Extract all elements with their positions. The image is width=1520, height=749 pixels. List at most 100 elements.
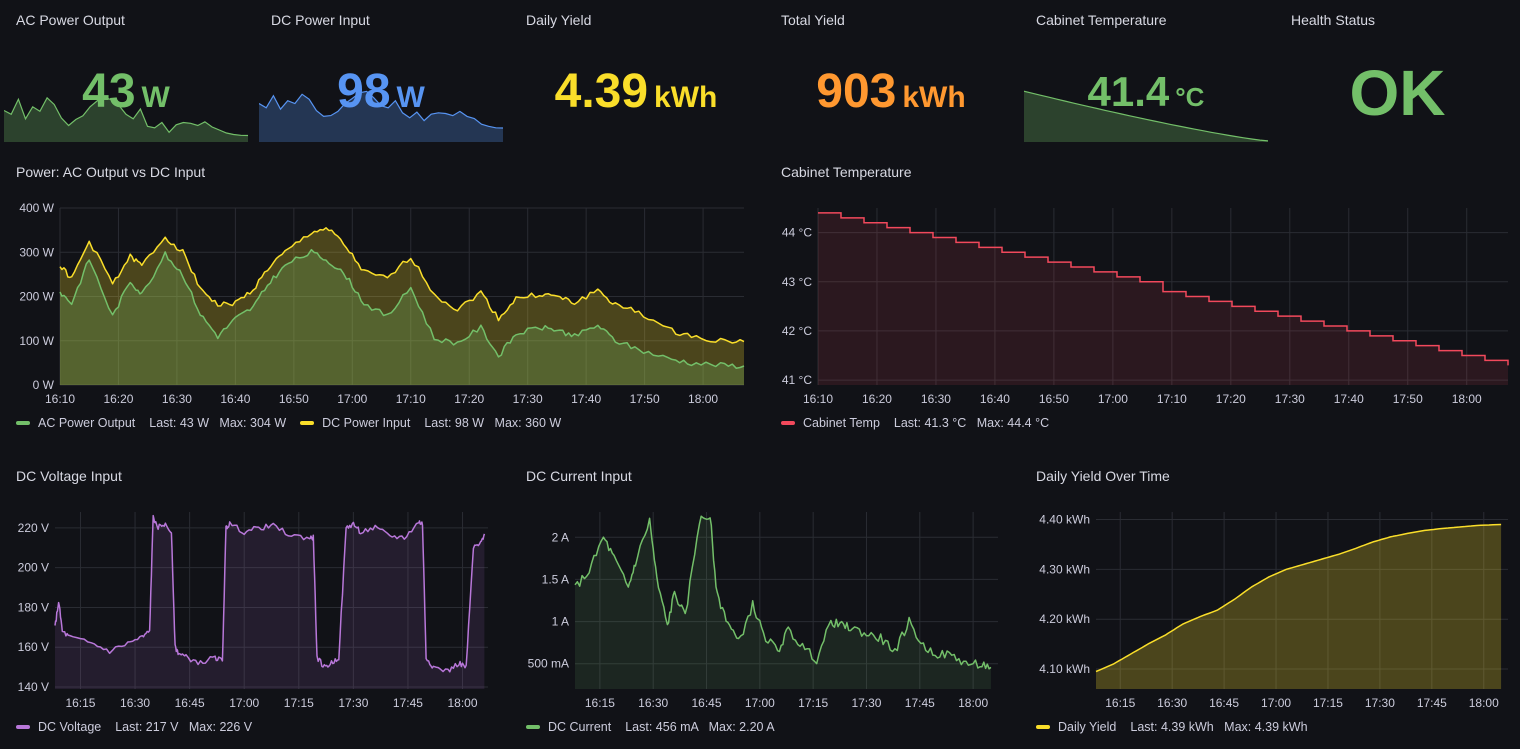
legend-stats: Last: 41.3 °C Max: 44.4 °C <box>893 416 1050 430</box>
stat-number: 4.39 <box>554 65 649 118</box>
x-tick-label: 16:15 <box>65 696 95 710</box>
sparkline-line <box>1024 90 1268 142</box>
x-tick-label: 17:50 <box>630 392 660 406</box>
y-tick-label: 400 W <box>19 201 54 215</box>
x-tick-label: 17:30 <box>1275 392 1305 406</box>
yield-chart-panel[interactable]: Daily Yield Over Time 4.10 kWh 4.20 kWh 4.… <box>1020 456 1520 749</box>
stat-panel-ac-power[interactable]: AC Power Output 43 W <box>0 0 252 145</box>
y-tick-label: 1 A <box>552 615 569 629</box>
series-area <box>60 227 744 385</box>
x-tick-label: 17:30 <box>513 392 543 406</box>
x-tick-label: 17:50 <box>1393 392 1423 406</box>
legend-item-dc-current[interactable]: DC Current <box>548 720 612 734</box>
series-line <box>574 515 992 670</box>
legend-stats: Last: 4.39 kWh Max: 4.39 kWh <box>1130 720 1308 734</box>
legend-swatch <box>300 421 315 425</box>
x-tick-label: 17:00 <box>229 696 259 710</box>
series-line <box>59 227 745 344</box>
x-tick-label: 17:40 <box>1334 392 1364 406</box>
legend-item-ac-power[interactable]: AC Power Output <box>38 416 136 430</box>
voltage-chart: 140 V 160 V 180 V 200 V 220 V 16:15 16:30 16:45… <box>18 512 488 710</box>
x-tick-label: 16:30 <box>1157 696 1187 710</box>
sparkline-area <box>1024 91 1268 142</box>
panel-title: Daily Yield <box>526 12 592 28</box>
temperature-chart: 41 °C 42 °C 43 °C 44 °C 16:10 16:20 16:30 16:40… <box>782 208 1509 406</box>
y-tick-label: 1.5 A <box>542 572 569 586</box>
stat-panel-health-status[interactable]: Health Status OK <box>1275 0 1520 145</box>
panel-title: Daily Yield Over Time <box>1036 468 1170 484</box>
x-tick-label: 16:40 <box>220 392 250 406</box>
x-tick-label: 16:40 <box>980 392 1010 406</box>
y-tick-label: 44 °C <box>782 226 812 240</box>
x-tick-label: 18:00 <box>1452 392 1482 406</box>
series-line <box>1095 523 1502 673</box>
x-tick-label: 16:30 <box>921 392 951 406</box>
legend-swatch <box>16 725 30 729</box>
y-tick-label: 180 V <box>18 600 49 614</box>
y-tick-label: 4.40 kWh <box>1039 512 1090 526</box>
sparkline-line <box>4 96 248 137</box>
chart-legend: AC Power Output Last: 43 W Max: 304 W DC… <box>16 416 561 430</box>
current-chart-panel[interactable]: DC Current Input 500 mA 1 A 1.5 A 2 A 16:15 1… <box>510 456 1017 749</box>
x-tick-label: 16:30 <box>120 696 150 710</box>
x-tick-label: 17:15 <box>1313 696 1343 710</box>
x-tick-label: 17:15 <box>284 696 314 710</box>
legend-stats: Last: 98 W Max: 360 W <box>424 416 562 430</box>
power-chart-panel[interactable]: Power: AC Output vs DC Input 0 W 100 W 200… <box>0 152 762 442</box>
power-chart: 0 W 100 W 200 W 300 W 400 W 16:10 16:20 16:30 16… <box>19 201 745 406</box>
stat-unit: °C <box>1175 82 1205 112</box>
temperature-chart-panel[interactable]: Cabinet Temperature 41 °C 42 °C 43 °C 44 °C… <box>765 152 1520 442</box>
legend-item-daily-yield[interactable]: Daily Yield <box>1058 720 1117 734</box>
legend-item-dc-voltage[interactable]: DC Voltage <box>38 720 102 734</box>
x-tick-label: 17:20 <box>454 392 484 406</box>
y-tick-label: 500 mA <box>528 657 569 671</box>
x-tick-label: 16:10 <box>803 392 833 406</box>
legend-swatch <box>526 725 540 729</box>
y-tick-label: 0 W <box>33 378 55 392</box>
y-tick-label: 300 W <box>19 245 54 259</box>
legend-item-dc-power[interactable]: DC Power Input <box>322 416 411 430</box>
stat-number: 903 <box>816 65 897 118</box>
stat-number: 43 <box>82 65 136 118</box>
panel-title: Power: AC Output vs DC Input <box>16 164 206 180</box>
y-tick-label: 140 V <box>18 680 49 694</box>
x-tick-label: 18:00 <box>688 392 718 406</box>
panel-title: AC Power Output <box>16 12 125 28</box>
chart-grid <box>575 512 998 689</box>
legend-swatch <box>16 421 30 425</box>
x-tick-label: 16:45 <box>692 696 722 710</box>
series-line <box>59 248 745 369</box>
dc-power-sparkline <box>259 90 503 142</box>
x-tick-label: 16:30 <box>162 392 192 406</box>
sparkline-line <box>259 90 503 129</box>
stat-panel-dc-power[interactable]: DC Power Input 98 W <box>255 0 507 145</box>
y-tick-label: 43 °C <box>782 275 812 289</box>
y-tick-label: 4.20 kWh <box>1039 612 1090 626</box>
legend-swatch <box>781 421 795 425</box>
series-area <box>60 249 744 385</box>
stat-number: OK <box>1349 57 1446 129</box>
x-tick-label: 17:00 <box>337 392 367 406</box>
voltage-chart-panel[interactable]: DC Voltage Input 140 V 160 V 180 V 200 V 220… <box>0 456 507 749</box>
stat-panel-daily-yield[interactable]: Daily Yield 4.39 kWh <box>510 0 762 145</box>
panel-title: DC Current Input <box>526 468 632 484</box>
x-tick-label: 17:00 <box>1098 392 1128 406</box>
x-tick-label: 16:15 <box>585 696 615 710</box>
legend-item-cabinet-temp[interactable]: Cabinet Temp <box>803 416 880 430</box>
panel-title: DC Voltage Input <box>16 468 122 484</box>
y-tick-label: 200 W <box>19 290 54 304</box>
stat-panel-total-yield[interactable]: Total Yield 903 kWh <box>765 0 1017 145</box>
panel-title: Health Status <box>1291 12 1376 28</box>
y-tick-label: 200 V <box>18 561 49 575</box>
chart-legend: Daily Yield Last: 4.39 kWh Max: 4.39 kWh <box>1036 720 1308 734</box>
stat-unit: kWh <box>902 81 966 114</box>
chart-legend: Cabinet Temp Last: 41.3 °C Max: 44.4 °C <box>781 416 1049 430</box>
series-area <box>55 515 485 689</box>
panel-title: Cabinet Temperature <box>781 164 912 180</box>
x-tick-label: 17:15 <box>798 696 828 710</box>
stat-panel-cabinet-temperature[interactable]: Cabinet Temperature 41.4 °C <box>1020 0 1272 145</box>
y-tick-label: 41 °C <box>782 373 812 387</box>
stat-unit: kWh <box>654 81 718 114</box>
x-tick-label: 17:45 <box>905 696 935 710</box>
stat-number: 41.4 <box>1087 68 1170 115</box>
